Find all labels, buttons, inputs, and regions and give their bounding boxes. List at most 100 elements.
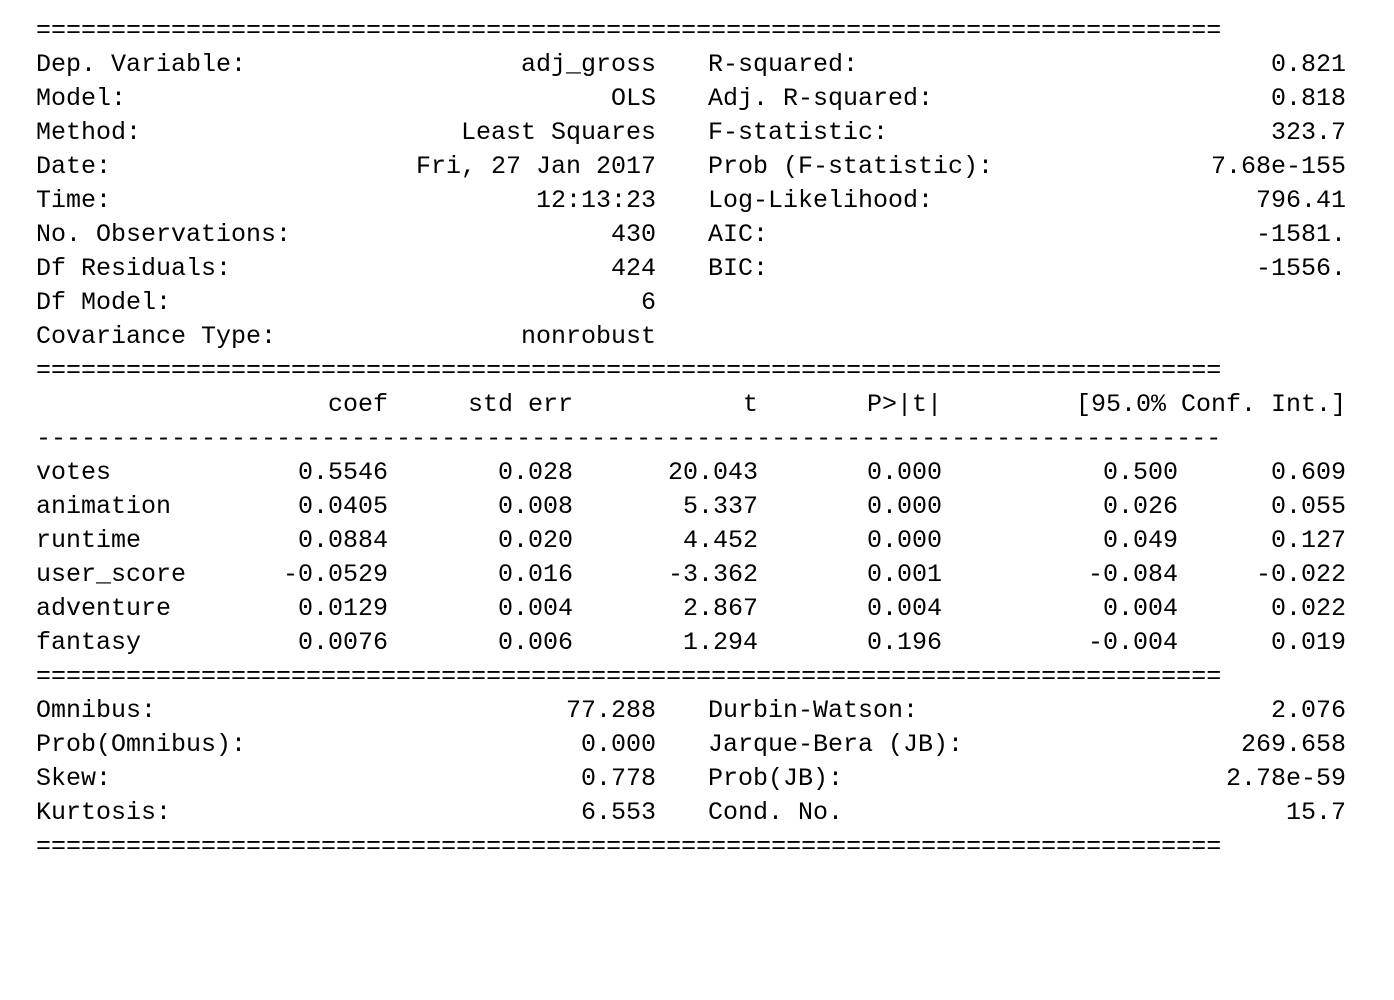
table-row: adventure 0.0129 0.004 2.867 0.004 0.004… xyxy=(36,592,1346,626)
model-info-value: 12:13:23 xyxy=(535,186,656,215)
fit-stat-label: Adj. R-squared: xyxy=(708,84,934,113)
fit-stat-value: 0.821 xyxy=(1270,50,1346,79)
diagnostic-label: Kurtosis: xyxy=(36,798,172,827)
model-info-value: Least Squares xyxy=(460,118,656,147)
model-info-label: Method: xyxy=(36,118,142,147)
diagnostic-value: 77.288 xyxy=(565,696,656,725)
model-info-row: Df Residuals: 424 BIC: -1556. xyxy=(36,252,1346,286)
fit-stat-value: -1581. xyxy=(1255,220,1346,249)
diagnostic-value: 2.076 xyxy=(1270,696,1346,725)
model-info-label: Model: xyxy=(36,84,127,113)
t-value: 5.337 xyxy=(682,492,758,521)
variable-name: animation xyxy=(36,492,172,521)
diagnostic-value: 269.658 xyxy=(1240,730,1346,759)
ci-high-value: -0.022 xyxy=(1255,560,1346,589)
table-row: animation 0.0405 0.008 5.337 0.000 0.026… xyxy=(36,490,1346,524)
t-value: 1.294 xyxy=(682,628,758,657)
model-info-label: Df Model: xyxy=(36,288,172,317)
model-info-value: 424 xyxy=(610,254,656,283)
col-header-coef: coef xyxy=(327,390,388,419)
fit-stat-label: F-statistic: xyxy=(708,118,889,147)
ols-regression-summary: ========================================… xyxy=(36,14,1346,864)
table-row: votes 0.5546 0.028 20.043 0.000 0.500 0.… xyxy=(36,456,1346,490)
p-value: 0.000 xyxy=(866,458,942,487)
model-info-value: Fri, 27 Jan 2017 xyxy=(415,152,656,181)
t-value: 4.452 xyxy=(682,526,758,555)
t-value: -3.362 xyxy=(667,560,758,589)
diagnostic-value: 2.78e-59 xyxy=(1225,764,1346,793)
t-value: 2.867 xyxy=(682,594,758,623)
dash-rule: ----------------------------------------… xyxy=(36,424,1222,453)
diagnostic-label: Durbin-Watson: xyxy=(708,696,919,725)
variable-name: votes xyxy=(36,458,112,487)
p-value: 0.000 xyxy=(866,492,942,521)
diagnostics-row: Skew: 0.778 Prob(JB): 2.78e-59 xyxy=(36,762,1346,796)
diagnostics-row: Kurtosis: 6.553 Cond. No. 15.7 xyxy=(36,796,1346,830)
col-header-std-err: std err xyxy=(467,390,573,419)
diagnostic-value: 0.778 xyxy=(580,764,656,793)
model-info-label: Time: xyxy=(36,186,112,215)
col-header-p: P>|t| xyxy=(866,390,942,419)
coef-value: 0.0129 xyxy=(297,594,388,623)
p-value: 0.196 xyxy=(866,628,942,657)
p-value: 0.000 xyxy=(866,526,942,555)
t-value: 20.043 xyxy=(667,458,758,487)
diagnostic-label: Jarque-Bera (JB): xyxy=(708,730,964,759)
coef-value: 0.5546 xyxy=(297,458,388,487)
p-value: 0.004 xyxy=(866,594,942,623)
bottom-rule: ========================================… xyxy=(36,832,1222,861)
col-header-conf-int: [95.0% Conf. Int.] xyxy=(1075,390,1346,419)
variable-name: fantasy xyxy=(36,628,142,657)
ci-low-value: 0.026 xyxy=(1102,492,1178,521)
model-info-row: Method: Least Squares F-statistic: 323.7 xyxy=(36,116,1346,150)
ci-low-value: -0.084 xyxy=(1087,560,1178,589)
section-rule: ========================================… xyxy=(36,662,1222,691)
model-info-label: Df Residuals: xyxy=(36,254,232,283)
fit-stat-label: R-squared: xyxy=(708,50,859,79)
model-info-label: Dep. Variable: xyxy=(36,50,247,79)
diagnostic-label: Prob(Omnibus): xyxy=(36,730,247,759)
fit-stat-label: Prob (F-statistic): xyxy=(708,152,994,181)
fit-stat-label: BIC: xyxy=(708,254,769,283)
ci-high-value: 0.019 xyxy=(1270,628,1346,657)
coef-value: 0.0884 xyxy=(297,526,388,555)
table-row: user_score -0.0529 0.016 -3.362 0.001 -0… xyxy=(36,558,1346,592)
model-info-label: Date: xyxy=(36,152,112,181)
ci-high-value: 0.127 xyxy=(1270,526,1346,555)
coef-value: 0.0076 xyxy=(297,628,388,657)
fit-stat-value: 0.818 xyxy=(1270,84,1346,113)
model-info-row: Date: Fri, 27 Jan 2017 Prob (F-statistic… xyxy=(36,150,1346,184)
model-info-row: Covariance Type: nonrobust xyxy=(36,320,1346,354)
variable-name: adventure xyxy=(36,594,172,623)
std-err-value: 0.020 xyxy=(497,526,573,555)
table-row: runtime 0.0884 0.020 4.452 0.000 0.049 0… xyxy=(36,524,1346,558)
ci-high-value: 0.055 xyxy=(1270,492,1346,521)
top-rule: ========================================… xyxy=(36,16,1222,45)
diagnostic-value: 6.553 xyxy=(580,798,656,827)
coef-table-body: votes 0.5546 0.028 20.043 0.000 0.500 0.… xyxy=(36,456,1346,660)
diagnostic-label: Prob(JB): xyxy=(708,764,844,793)
std-err-value: 0.006 xyxy=(497,628,573,657)
std-err-value: 0.028 xyxy=(497,458,573,487)
p-value: 0.001 xyxy=(866,560,942,589)
ci-high-value: 0.022 xyxy=(1270,594,1346,623)
model-info-value: 430 xyxy=(610,220,656,249)
diagnostic-label: Omnibus: xyxy=(36,696,157,725)
col-header-t: t xyxy=(742,390,758,419)
std-err-value: 0.016 xyxy=(497,560,573,589)
ci-high-value: 0.609 xyxy=(1270,458,1346,487)
model-info-value: 6 xyxy=(640,288,656,317)
diagnostics-row: Prob(Omnibus): 0.000 Jarque-Bera (JB): 2… xyxy=(36,728,1346,762)
variable-name: runtime xyxy=(36,526,142,555)
model-info-row: Model: OLS Adj. R-squared: 0.818 xyxy=(36,82,1346,116)
variable-name: user_score xyxy=(36,560,187,589)
model-info-value: adj_gross xyxy=(520,50,656,79)
std-err-value: 0.004 xyxy=(497,594,573,623)
model-info-row: Time: 12:13:23 Log-Likelihood: 796.41 xyxy=(36,184,1346,218)
fit-stat-value: 796.41 xyxy=(1255,186,1346,215)
coef-value: -0.0529 xyxy=(282,560,388,589)
diagnostics-block: Omnibus: 77.288 Durbin-Watson: 2.076 Pro… xyxy=(36,694,1346,830)
diagnostic-value: 0.000 xyxy=(580,730,656,759)
model-info-value: nonrobust xyxy=(520,322,656,351)
ci-low-value: 0.049 xyxy=(1102,526,1178,555)
